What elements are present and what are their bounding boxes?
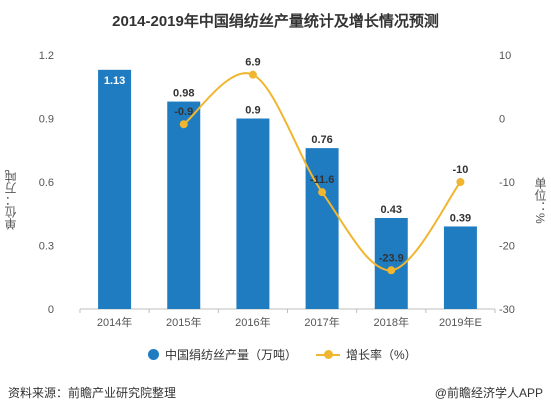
bar-value-label: 0.39 (450, 212, 471, 224)
y-left-tick-label: 0.3 (39, 241, 54, 253)
bar (98, 69, 132, 309)
x-tick-label: 2018年 (374, 315, 409, 329)
legend-item-growth: 增长率（%） (316, 346, 417, 363)
bar (167, 101, 201, 309)
y-left-tick-label: 0.6 (39, 177, 54, 189)
data-labels: 1.13 0.98 0.9 0.76 0.43 0.39 -0.9 6.9 -11.6 -23.9… (104, 57, 471, 265)
bar (236, 118, 270, 309)
bar-value-label: 0.43 (381, 204, 402, 216)
bar-value-label: 0.76 (311, 134, 332, 146)
legend: 中国绢纺丝产量（万吨） 增长率（%） (0, 346, 551, 366)
y-right-tick-label: -30 (499, 304, 515, 316)
legend-label-growth: 增长率（%） (346, 348, 417, 362)
growth-value-label: -0.9 (174, 106, 193, 118)
bar-series (98, 69, 477, 309)
growth-point (456, 178, 465, 186)
x-tick-label: 2017年 (304, 315, 339, 329)
legend-label-production: 中国绢纺丝产量（万吨） (165, 348, 298, 362)
y-axis-right-label: 单位：% (533, 176, 547, 224)
x-tick-label: 2016年 (235, 315, 270, 329)
growth-point (248, 70, 257, 79)
bar-value-label: 0.98 (173, 88, 194, 100)
growth-point (318, 188, 327, 197)
legend-line-swatch (316, 349, 340, 360)
legend-item-production: 中国绢纺丝产量（万吨） (148, 346, 297, 363)
bar-value-label: 0.9 (245, 105, 260, 117)
growth-value-label: -23.9 (379, 252, 404, 264)
y-right-tick-label: -10 (499, 177, 515, 189)
growth-point (387, 266, 396, 275)
chart-title: 2014-2019年中国绢纺丝产量统计及增长情况预测 (112, 13, 439, 30)
credit-note: @前瞻经济学人APP (434, 386, 543, 400)
growth-point (179, 120, 188, 129)
y-left-tick-label: 0.9 (39, 114, 54, 126)
y-right-tick-label: 0 (499, 114, 505, 126)
axes: 0 0.3 0.6 0.9 1.2 10 0 -10 -20 -30 2014年 2015年 2016年… (39, 50, 515, 329)
y-left-tick-label: 0 (48, 304, 54, 316)
growth-value-label: -10 (452, 164, 468, 176)
y-left-tick-label: 1.2 (39, 50, 54, 62)
legend-bar-swatch (148, 349, 159, 360)
bar-value-label: 1.13 (104, 75, 125, 87)
bar (374, 217, 408, 309)
growth-value-label: 6.9 (245, 57, 260, 69)
x-tick-label: 2015年 (166, 315, 201, 329)
bar (443, 226, 477, 309)
x-tick-label: 2019年E (439, 315, 482, 329)
y-right-tick-label: -20 (499, 241, 515, 253)
y-right-tick-label: 10 (499, 50, 511, 62)
source-note: 资料来源：前瞻产业研究院整理 (8, 386, 177, 400)
line-series (179, 70, 465, 275)
x-tick-label: 2014年 (97, 315, 132, 329)
growth-value-label: -11.6 (310, 174, 334, 186)
